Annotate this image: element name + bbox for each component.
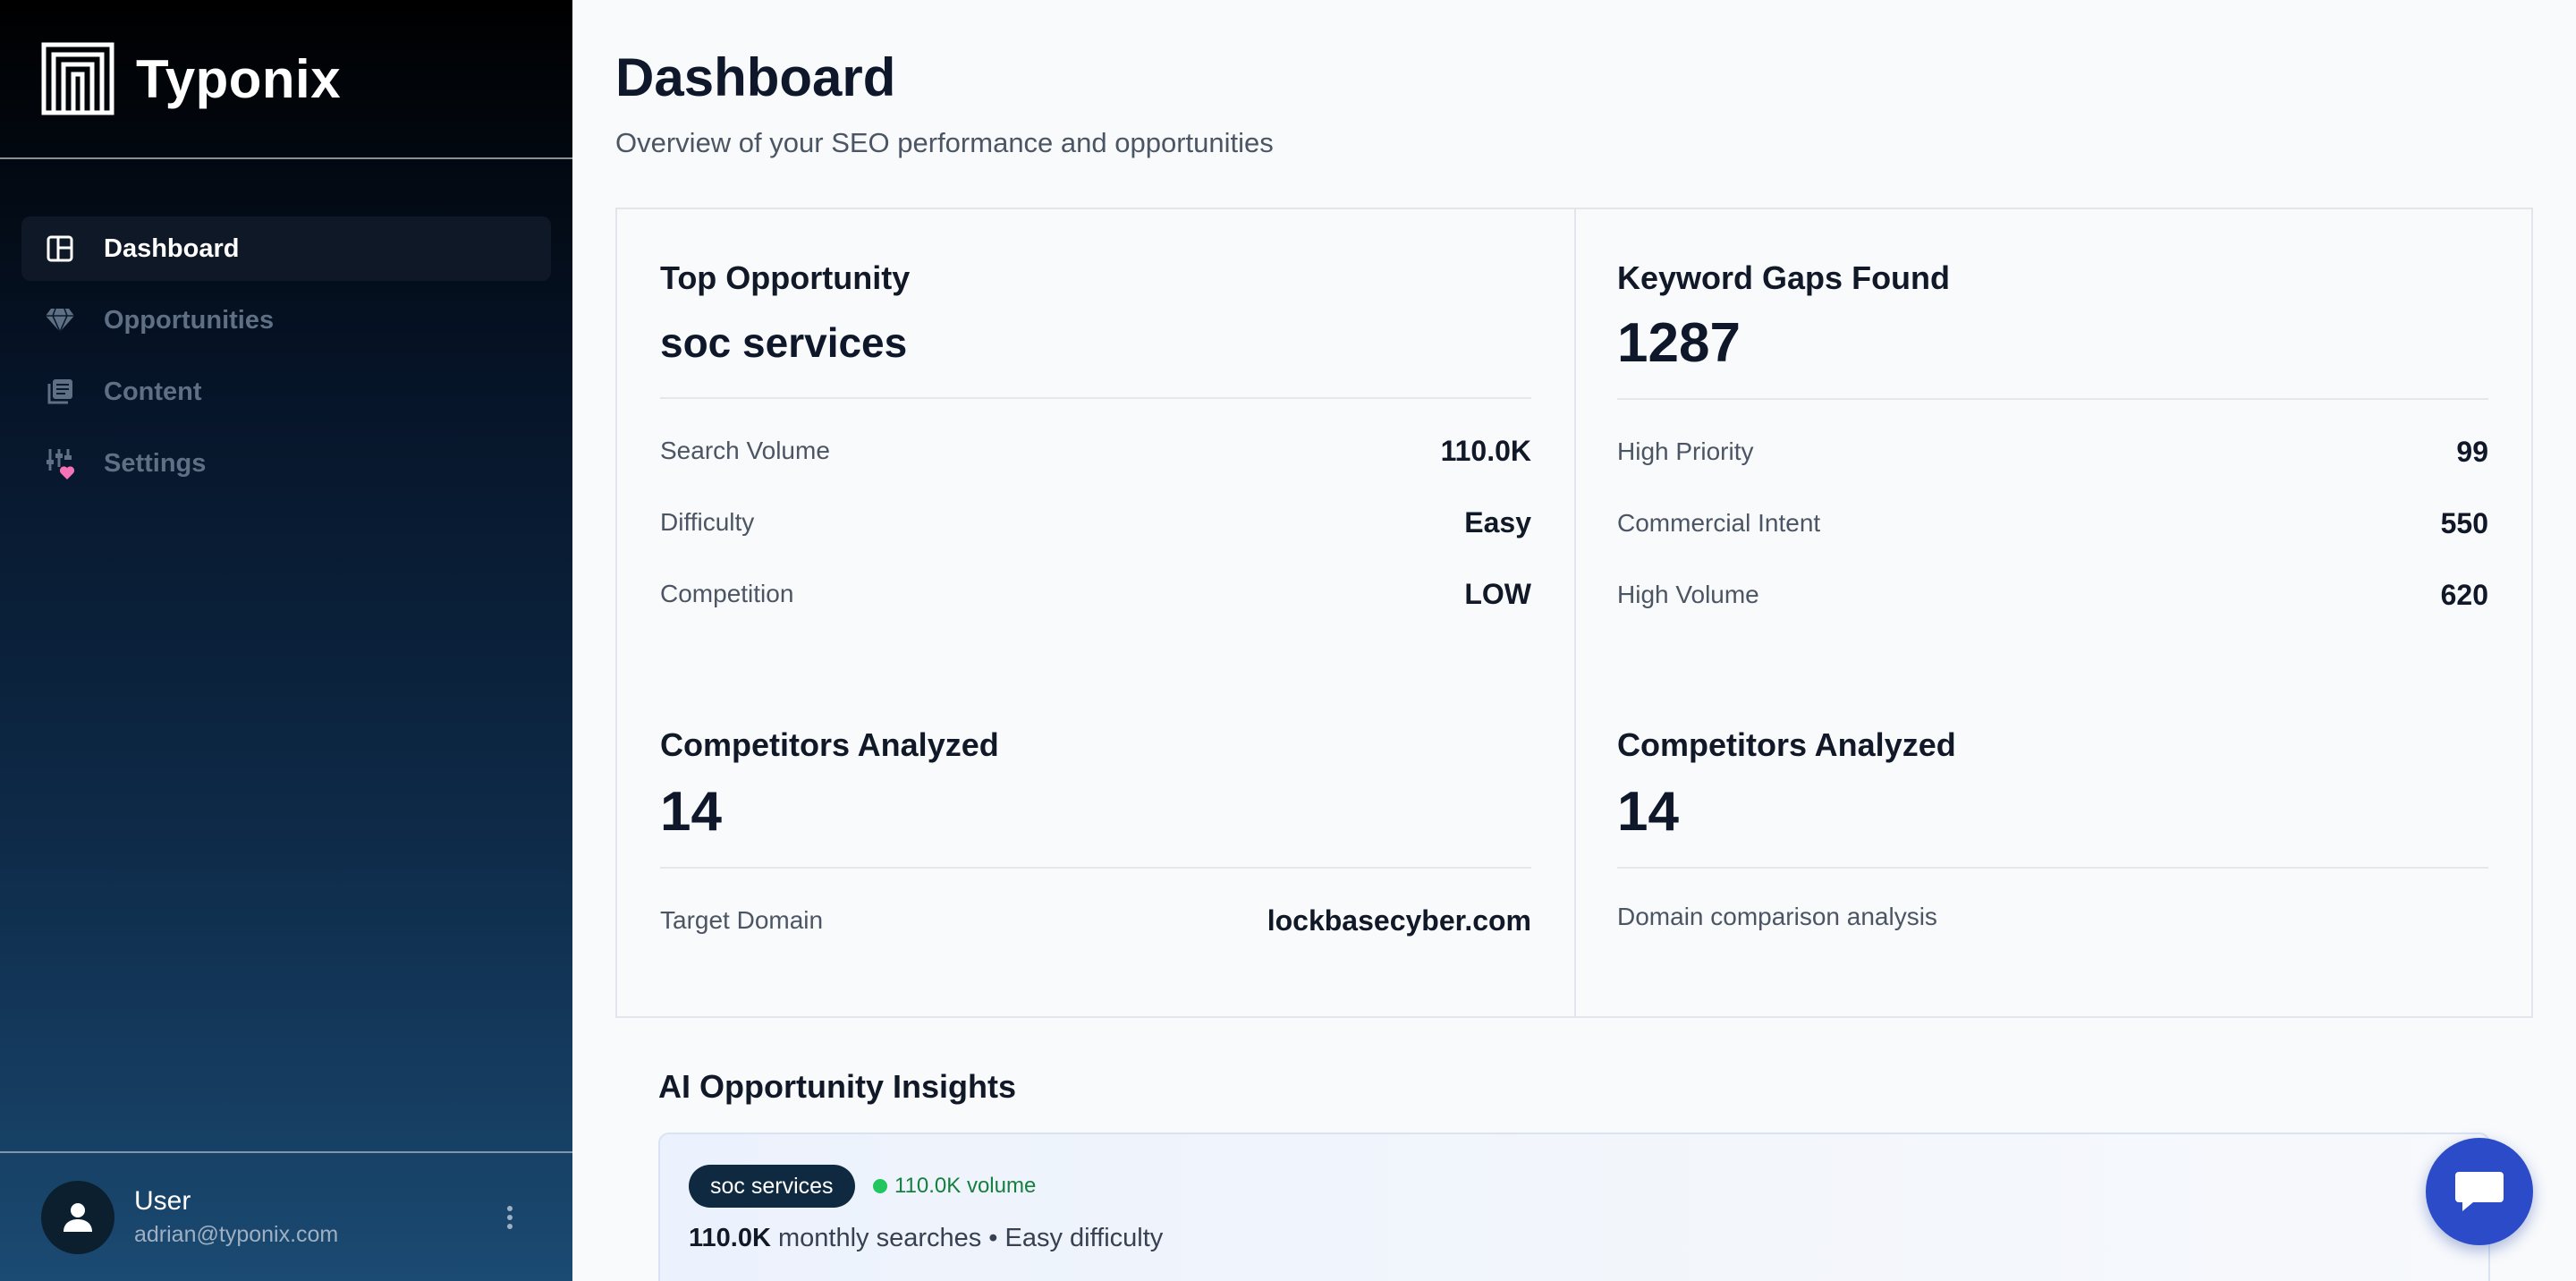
volume-badge-text: 110.0K volume xyxy=(894,1174,1037,1198)
sidebar-item-dashboard[interactable]: Dashboard xyxy=(21,216,551,281)
sidebar-item-content[interactable]: Content xyxy=(21,360,551,424)
main-content: Dashboard Overview of your SEO performan… xyxy=(572,0,2576,1281)
metric-value: 99 xyxy=(2456,435,2488,468)
metric-value: LOW xyxy=(1464,577,1531,610)
comparison-note: Domain comparison analysis xyxy=(1617,903,1937,930)
top-opportunity-card[interactable]: Top Opportunity soc services Search Volu… xyxy=(660,259,1531,630)
metric-label: High Priority xyxy=(1617,437,1754,465)
chat-button[interactable] xyxy=(2426,1138,2533,1245)
brand-header[interactable]: Typonix xyxy=(0,0,572,159)
card-title: Competitors Analyzed xyxy=(660,726,999,763)
avatar xyxy=(41,1180,114,1254)
competitors-count: 14 xyxy=(1617,781,1679,843)
metric-label: Difficulty xyxy=(660,508,755,536)
insight-card[interactable]: soc services 110.0K volume 110.0K monthl… xyxy=(658,1133,2490,1281)
sidebar-item-opportunities[interactable]: Opportunities xyxy=(21,288,551,352)
page-subtitle: Overview of your SEO performance and opp… xyxy=(615,127,1274,158)
metric-row: High Priority 99 xyxy=(1617,416,2488,488)
stats-grid: Top Opportunity soc services Search Volu… xyxy=(615,208,2533,1018)
user-icon xyxy=(64,1202,92,1232)
metric-row: Commercial Intent 550 xyxy=(1617,488,2488,559)
metric-value: 620 xyxy=(2440,578,2488,611)
chat-bubble-icon xyxy=(2455,1172,2504,1211)
user-email: adrian@typonix.com xyxy=(134,1222,339,1247)
settings-sliders-icon xyxy=(45,448,75,479)
user-profile[interactable]: User adrian@typonix.com xyxy=(0,1151,572,1281)
sidebar-item-label: Opportunities xyxy=(104,305,275,335)
competitors-count: 14 xyxy=(660,781,722,843)
metric-value: 110.0K xyxy=(1440,434,1531,467)
card-title: Keyword Gaps Found xyxy=(1617,259,1951,296)
content-stack-icon xyxy=(45,377,75,407)
top-keyword: soc services xyxy=(660,319,908,366)
divider xyxy=(660,867,1531,869)
user-name: User xyxy=(134,1186,191,1216)
sidebar-item-label: Settings xyxy=(104,448,207,478)
metric-value: Easy xyxy=(1464,505,1531,539)
card-title: Top Opportunity xyxy=(660,259,911,296)
insight-detail: 110.0K monthly searches • Easy difficult… xyxy=(689,1224,1163,1253)
sidebar-item-settings[interactable]: Settings xyxy=(21,431,551,496)
user-info: User adrian@typonix.com xyxy=(134,1186,492,1248)
divider xyxy=(1617,867,2488,869)
metric-row: Search Volume 110.0K xyxy=(660,415,1531,487)
metric-label: Target Domain xyxy=(660,906,824,934)
sidebar-item-label: Content xyxy=(104,377,202,406)
divider xyxy=(660,397,1531,399)
insights-title: AI Opportunity Insights xyxy=(658,1068,1016,1105)
target-domain: lockbasecyber.com xyxy=(1267,903,1531,937)
metric-label: High Volume xyxy=(1617,581,1759,608)
brand-name: Typonix xyxy=(136,48,342,109)
competitors-card[interactable]: Competitors Analyzed 14 Target Domain lo… xyxy=(660,726,1531,956)
keyword-chip[interactable]: soc services xyxy=(689,1165,855,1208)
metric-row: Competition LOW xyxy=(660,558,1531,630)
card-title: Competitors Analyzed xyxy=(1617,726,1956,763)
gem-icon xyxy=(45,305,75,335)
grid-divider xyxy=(1574,209,1576,1016)
insight-volume: 110.0K xyxy=(689,1224,771,1252)
sidebar-nav: Dashboard Opportunities Con xyxy=(0,159,572,496)
metric-row: Target Domain lockbasecyber.com xyxy=(660,885,1531,956)
competitors-comparison-card[interactable]: Competitors Analyzed 14 Domain compariso… xyxy=(1617,726,2488,931)
dashboard-icon xyxy=(45,233,75,264)
insight-detail-text: monthly searches • Easy difficulty xyxy=(777,1224,1164,1252)
keyword-gaps-card[interactable]: Keyword Gaps Found 1287 High Priority 99… xyxy=(1617,259,2488,631)
typonix-logo-icon xyxy=(41,42,114,115)
more-options-icon[interactable] xyxy=(492,1200,528,1235)
metric-row: High Volume 620 xyxy=(1617,559,2488,631)
status-dot-icon xyxy=(873,1179,887,1193)
metric-label: Competition xyxy=(660,580,794,607)
sidebar: Typonix Dashboard Opportunities xyxy=(0,0,572,1281)
page-title: Dashboard xyxy=(615,47,896,107)
divider xyxy=(1617,398,2488,400)
keyword-gaps-count: 1287 xyxy=(1617,312,1741,374)
sidebar-item-label: Dashboard xyxy=(104,233,240,263)
metric-row: Difficulty Easy xyxy=(660,487,1531,558)
metric-value: 550 xyxy=(2440,506,2488,539)
volume-badge: 110.0K volume xyxy=(873,1165,1036,1208)
metric-label: Commercial Intent xyxy=(1617,509,1821,537)
metric-label: Search Volume xyxy=(660,437,830,464)
